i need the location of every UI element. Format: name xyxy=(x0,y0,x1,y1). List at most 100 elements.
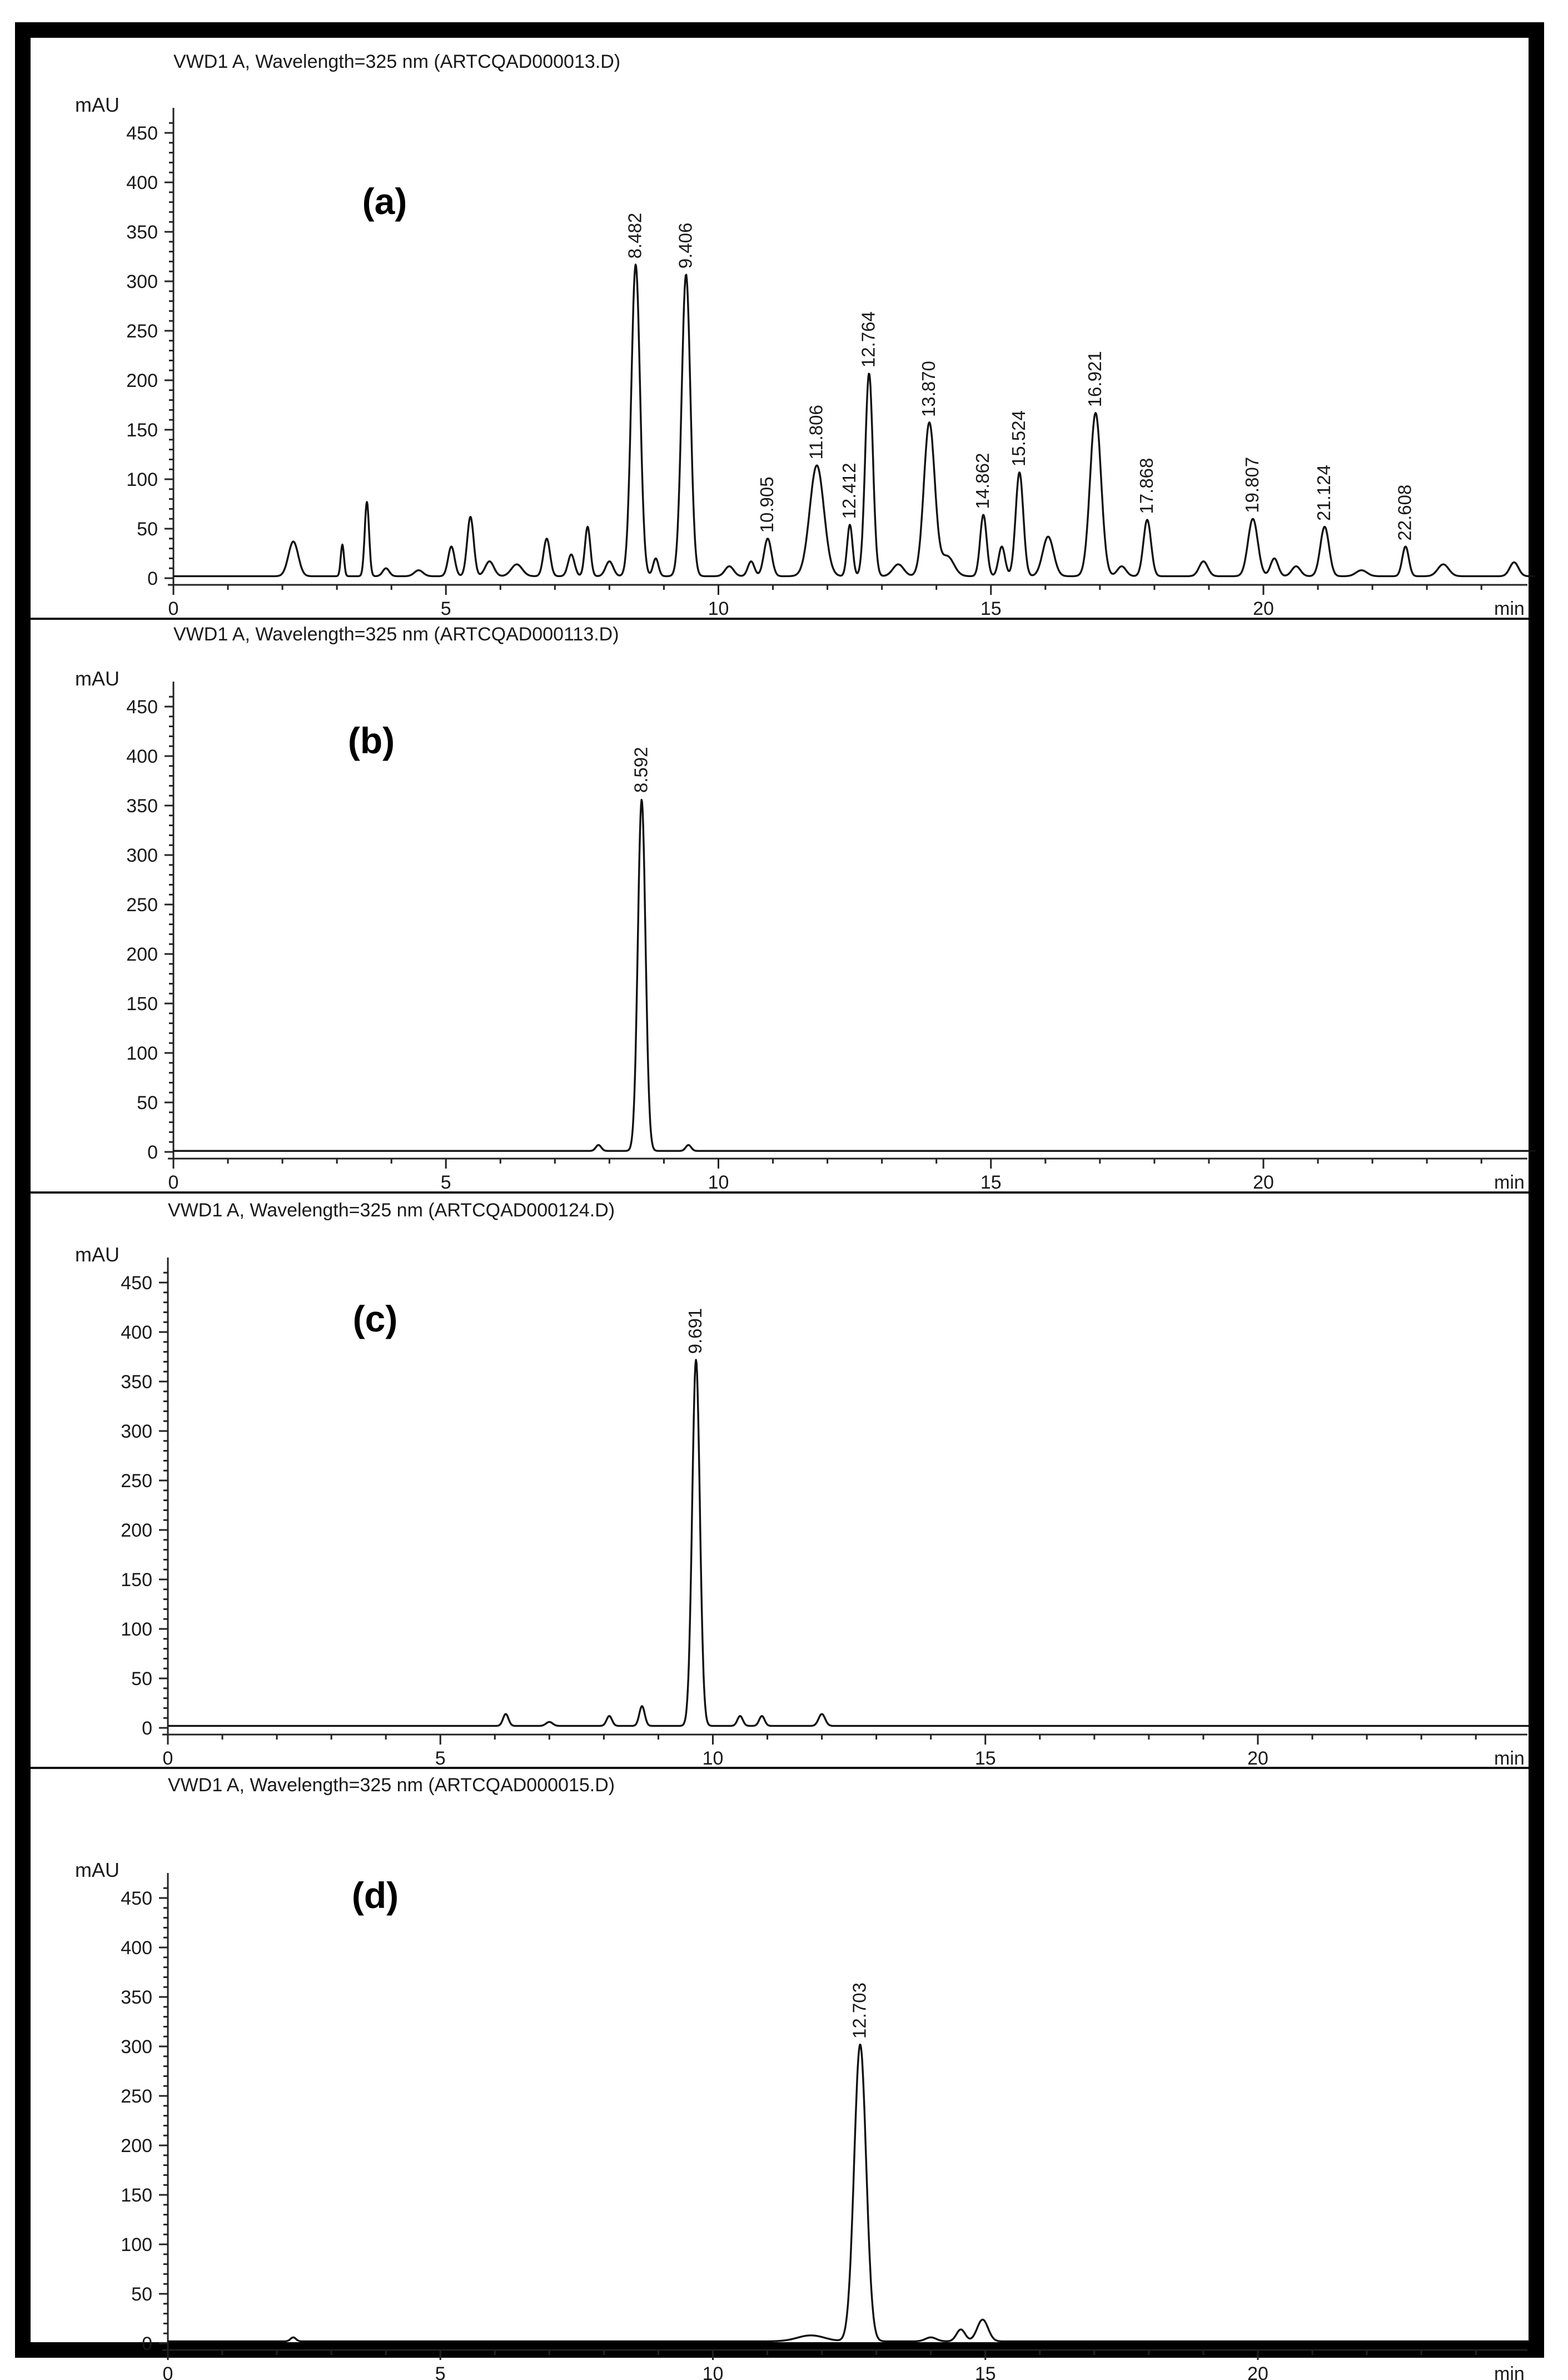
chromatogram-panel-c: VWD1 A, Wavelength=325 nm (ARTCQAD000124… xyxy=(31,1200,1531,1769)
y-tick-label: 50 xyxy=(131,2284,152,2305)
x-tick-label: 0 xyxy=(168,598,179,619)
panel-label: (d) xyxy=(352,1875,399,1916)
peak-label: 13.870 xyxy=(918,361,939,417)
peak-label: 14.862 xyxy=(972,453,993,509)
panel-header: VWD1 A, Wavelength=325 nm (ARTCQAD000013… xyxy=(173,51,620,72)
y-tick-label: 200 xyxy=(126,944,158,965)
chromatogram-trace xyxy=(173,798,1536,1152)
peak-label: 22.608 xyxy=(1395,485,1415,541)
y-tick-label: 350 xyxy=(121,1987,152,2008)
peak-label: 21.124 xyxy=(1313,465,1334,521)
peak-label: 8.592 xyxy=(630,747,651,793)
peak-label: 16.921 xyxy=(1084,351,1105,407)
peak-label: 15.524 xyxy=(1008,410,1029,466)
x-tick-label: 0 xyxy=(163,1748,173,1769)
y-axis-unit: mAU xyxy=(75,93,120,116)
y-tick-label: 200 xyxy=(126,370,158,391)
y-tick-label: 100 xyxy=(126,1043,158,1064)
y-tick-label: 450 xyxy=(126,123,158,144)
y-tick-label: 100 xyxy=(121,2234,152,2255)
x-tick-label: 0 xyxy=(168,1172,179,1193)
chromatogram-trace xyxy=(167,2043,1531,2343)
x-tick-label: 5 xyxy=(435,1748,446,1769)
peak-label: 9.691 xyxy=(685,1308,705,1354)
x-tick-label: 10 xyxy=(708,598,729,619)
y-tick-label: 0 xyxy=(147,568,158,589)
y-tick-label: 50 xyxy=(131,1668,152,1690)
y-tick-label: 250 xyxy=(126,895,158,916)
y-tick-label: 400 xyxy=(126,172,158,193)
x-tick-label: 10 xyxy=(708,1172,729,1193)
y-tick-label: 350 xyxy=(126,796,158,817)
panel-label: (c) xyxy=(353,1298,398,1339)
x-tick-label: 10 xyxy=(703,2363,724,2380)
peak-label: 12.764 xyxy=(858,311,879,367)
x-axis-unit: min xyxy=(1494,1748,1525,1769)
panel-header: VWD1 A, Wavelength=325 nm (ARTCQAD000015… xyxy=(168,1775,615,1796)
y-tick-label: 200 xyxy=(121,2135,152,2157)
x-tick-label: 20 xyxy=(1253,598,1274,619)
x-tick-label: 5 xyxy=(441,1172,451,1193)
x-axis-unit: min xyxy=(1494,1172,1525,1193)
peak-label: 19.807 xyxy=(1242,457,1262,513)
y-tick-label: 0 xyxy=(147,1142,158,1163)
x-axis-unit: min xyxy=(1494,2363,1525,2380)
y-tick-label: 250 xyxy=(121,2086,152,2107)
panel-label: (a) xyxy=(362,181,407,222)
x-tick-label: 10 xyxy=(703,1748,724,1769)
y-tick-label: 300 xyxy=(121,2036,152,2058)
peak-label: 11.806 xyxy=(806,405,827,459)
y-tick-label: 150 xyxy=(121,1569,152,1591)
y-tick-label: 250 xyxy=(121,1470,152,1492)
x-tick-label: 15 xyxy=(975,2363,996,2380)
y-tick-label: 0 xyxy=(142,2333,152,2354)
y-axis-unit: mAU xyxy=(75,1243,120,1266)
peak-label: 9.406 xyxy=(675,223,695,269)
y-tick-label: 400 xyxy=(121,1322,152,1343)
y-tick-label: 350 xyxy=(121,1372,152,1393)
x-tick-label: 15 xyxy=(980,1172,1002,1193)
y-tick-label: 400 xyxy=(121,1937,152,1959)
y-tick-label: 400 xyxy=(126,746,158,767)
chromatogram-trace xyxy=(173,264,1536,578)
peak-label: 10.905 xyxy=(756,476,777,533)
y-tick-label: 200 xyxy=(121,1520,152,1541)
y-tick-label: 300 xyxy=(121,1421,152,1442)
y-tick-label: 300 xyxy=(126,845,158,866)
chromatogram-panel-b: VWD1 A, Wavelength=325 nm (ARTCQAD000113… xyxy=(31,624,1536,1194)
panel-header: VWD1 A, Wavelength=325 nm (ARTCQAD000124… xyxy=(168,1200,615,1221)
peak-label: 12.703 xyxy=(849,1982,870,2039)
y-tick-label: 150 xyxy=(126,420,158,441)
y-tick-label: 250 xyxy=(126,321,158,342)
peak-label: 8.482 xyxy=(625,213,645,259)
x-tick-label: 5 xyxy=(441,598,451,619)
y-tick-label: 50 xyxy=(137,519,158,540)
y-axis-unit: mAU xyxy=(75,667,120,690)
panel-label: (b) xyxy=(348,720,395,761)
y-tick-label: 100 xyxy=(126,469,158,490)
y-tick-label: 450 xyxy=(121,1888,152,1909)
chromatogram-panel-d: VWD1 A, Wavelength=325 nm (ARTCQAD000015… xyxy=(75,1775,1531,2380)
x-axis-unit: min xyxy=(1494,598,1525,619)
y-tick-label: 0 xyxy=(142,1718,152,1739)
x-tick-label: 0 xyxy=(163,2363,173,2380)
y-tick-label: 50 xyxy=(137,1092,158,1114)
x-tick-label: 20 xyxy=(1247,2363,1268,2380)
peak-label: 12.412 xyxy=(839,463,859,519)
figure-frame xyxy=(15,22,1544,2358)
y-tick-label: 450 xyxy=(121,1273,152,1294)
panel-header: VWD1 A, Wavelength=325 nm (ARTCQAD000113… xyxy=(173,624,619,645)
peak-label: 17.868 xyxy=(1136,458,1157,514)
y-tick-label: 150 xyxy=(121,2185,152,2206)
y-axis-unit: mAU xyxy=(75,1859,120,1881)
chromatogram-panel-a: VWD1 A, Wavelength=325 nm (ARTCQAD000013… xyxy=(31,51,1536,620)
chromatogram-trace xyxy=(167,1359,1531,1727)
y-tick-label: 100 xyxy=(121,1619,152,1640)
y-tick-label: 300 xyxy=(126,271,158,292)
x-tick-label: 20 xyxy=(1247,1748,1268,1769)
y-tick-label: 150 xyxy=(126,993,158,1015)
x-tick-label: 20 xyxy=(1253,1172,1274,1193)
y-tick-label: 350 xyxy=(126,222,158,243)
y-tick-label: 450 xyxy=(126,697,158,718)
